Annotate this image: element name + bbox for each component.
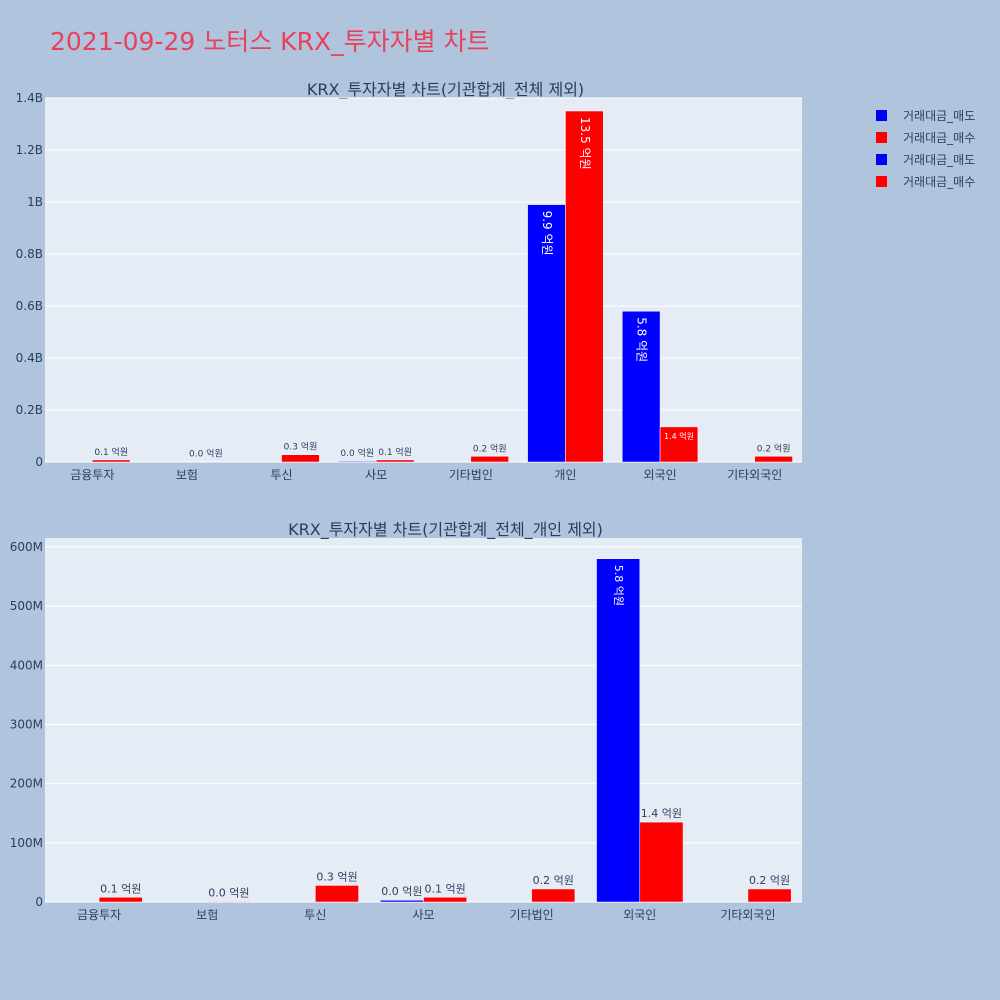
legend-item[interactable]: 거래대금_매도 xyxy=(876,104,975,126)
x-tick-label: 투신 xyxy=(271,468,293,482)
y-tick-label: 0 xyxy=(35,895,43,909)
y-tick-label: 1.2B xyxy=(16,143,43,157)
y-tick-label: 0 xyxy=(35,455,43,469)
data-label: 1.4 억원 xyxy=(664,431,694,441)
y-tick-label: 0.4B xyxy=(16,351,43,365)
bar-buy[interactable] xyxy=(659,426,699,463)
legend-label: 거래대금_매수 xyxy=(903,130,976,145)
y-tick-label: 1.4B xyxy=(16,91,43,105)
y-tick-label: 0.8B xyxy=(16,247,43,261)
x-tick-label: 개인 xyxy=(554,468,576,482)
legend-swatch-buy-1 xyxy=(876,131,887,143)
page-title: 2021-09-29 노터스 KRX_투자자별 차트 xyxy=(50,27,490,56)
bar-buy[interactable] xyxy=(423,897,468,903)
data-label: 0.2 억원 xyxy=(473,442,507,454)
bar-buy[interactable] xyxy=(470,456,509,463)
bar-sell[interactable] xyxy=(596,558,641,903)
x-tick-label: 보험 xyxy=(196,908,218,922)
legend-label: 거래대금_매도 xyxy=(903,108,976,123)
data-label: 0.0 억원 xyxy=(381,885,422,898)
legend-label: 거래대금_매도 xyxy=(903,152,976,167)
chart-bottom[interactable]: KRX_투자자별 차트(기관합계_전체_개인 제외) 0 100M 200M 300M 4… xyxy=(0,510,820,930)
bar-sell[interactable] xyxy=(621,310,661,463)
x-tick-label: 사모 xyxy=(365,468,387,482)
bar-buy[interactable] xyxy=(754,456,793,463)
plot-area xyxy=(45,98,802,462)
legend-item[interactable]: 거래대금_매수 xyxy=(876,170,975,192)
y-tick-label: 200M xyxy=(10,777,43,791)
chart-title: KRX_투자자별 차트(기관합계_전체 제외) xyxy=(307,80,584,100)
data-label: 0.1 억원 xyxy=(378,446,412,458)
bar-buy[interactable] xyxy=(639,821,684,903)
data-label: 0.0 억원 xyxy=(189,448,223,460)
y-tick-label: 400M xyxy=(10,658,43,672)
x-tick-label: 기타외국인 xyxy=(727,468,782,482)
bar-buy[interactable] xyxy=(98,897,143,903)
x-tick-label: 보험 xyxy=(176,468,198,482)
y-tick-label: 0.6B xyxy=(16,299,43,313)
data-label: 0.0 억원 xyxy=(340,447,374,459)
legend: 거래대금_매도 거래대금_매수 거래대금_매도 거래대금_매수 xyxy=(876,104,975,192)
legend-swatch-buy-2 xyxy=(876,175,887,187)
x-tick-label: 외국인 xyxy=(623,908,656,922)
x-tick-label: 금융투자 xyxy=(77,908,121,922)
plot-area xyxy=(45,538,802,902)
data-label: 0.3 억원 xyxy=(316,870,357,883)
data-label: 0.3 억원 xyxy=(284,441,318,453)
data-label: 13.5 억원 xyxy=(578,117,592,170)
data-label: 0.2 억원 xyxy=(533,874,574,887)
legend-swatch-sell-1 xyxy=(876,109,887,121)
bar-buy[interactable] xyxy=(375,459,415,463)
bar-buy[interactable] xyxy=(565,110,604,463)
bar-buy[interactable] xyxy=(747,888,792,903)
y-tick-label: 300M xyxy=(10,717,43,731)
y-tick-label: 0.2B xyxy=(16,403,43,417)
data-label: 0.1 억원 xyxy=(94,446,128,458)
bar-buy[interactable] xyxy=(92,459,131,463)
bar-buy[interactable] xyxy=(531,888,576,903)
y-tick-label: 600M xyxy=(10,540,43,554)
data-label: 0.2 억원 xyxy=(749,874,790,887)
x-tick-label: 기타법인 xyxy=(449,468,493,482)
legend-swatch-sell-2 xyxy=(876,153,887,165)
x-tick-label: 기타법인 xyxy=(510,908,554,922)
chart-title: KRX_투자자별 차트(기관합계_전체_개인 제외) xyxy=(288,520,603,540)
x-tick-label: 사모 xyxy=(412,908,434,922)
data-label: 9.9 억원 xyxy=(540,211,554,256)
x-tick-label: 기타외국인 xyxy=(720,908,775,922)
x-tick-label: 금융투자 xyxy=(70,468,114,482)
data-label: 0.1 억원 xyxy=(100,882,141,895)
bar-sell[interactable] xyxy=(527,204,566,463)
data-label: 0.2 억원 xyxy=(757,442,791,454)
data-label: 5.8 억원 xyxy=(635,317,649,362)
chart-top[interactable]: KRX_투자자별 차트(기관합계_전체 제외) 0 0.2B 0.4B 0.6B 0.8B… xyxy=(0,70,820,482)
y-tick-label: 1B xyxy=(27,195,43,209)
y-tick-label: 500M xyxy=(10,599,43,613)
bar-sell[interactable] xyxy=(379,899,424,903)
bar-sell[interactable] xyxy=(338,460,377,463)
x-tick-label: 외국인 xyxy=(644,468,677,482)
legend-item[interactable]: 거래대금_매수 xyxy=(876,126,975,148)
bar-buy[interactable] xyxy=(206,901,251,903)
legend-label: 거래대금_매수 xyxy=(903,174,976,189)
x-tick-label: 투신 xyxy=(304,908,326,922)
y-tick-label: 100M xyxy=(10,836,43,850)
bar-buy[interactable] xyxy=(315,885,359,903)
bar-buy[interactable] xyxy=(281,454,320,463)
legend-item[interactable]: 거래대금_매도 xyxy=(876,148,975,170)
data-label: 5.8 억원 xyxy=(612,565,625,606)
data-label: 0.0 억원 xyxy=(208,886,249,899)
data-label: 1.4 억원 xyxy=(641,807,682,820)
data-label: 0.1 억원 xyxy=(425,882,466,895)
